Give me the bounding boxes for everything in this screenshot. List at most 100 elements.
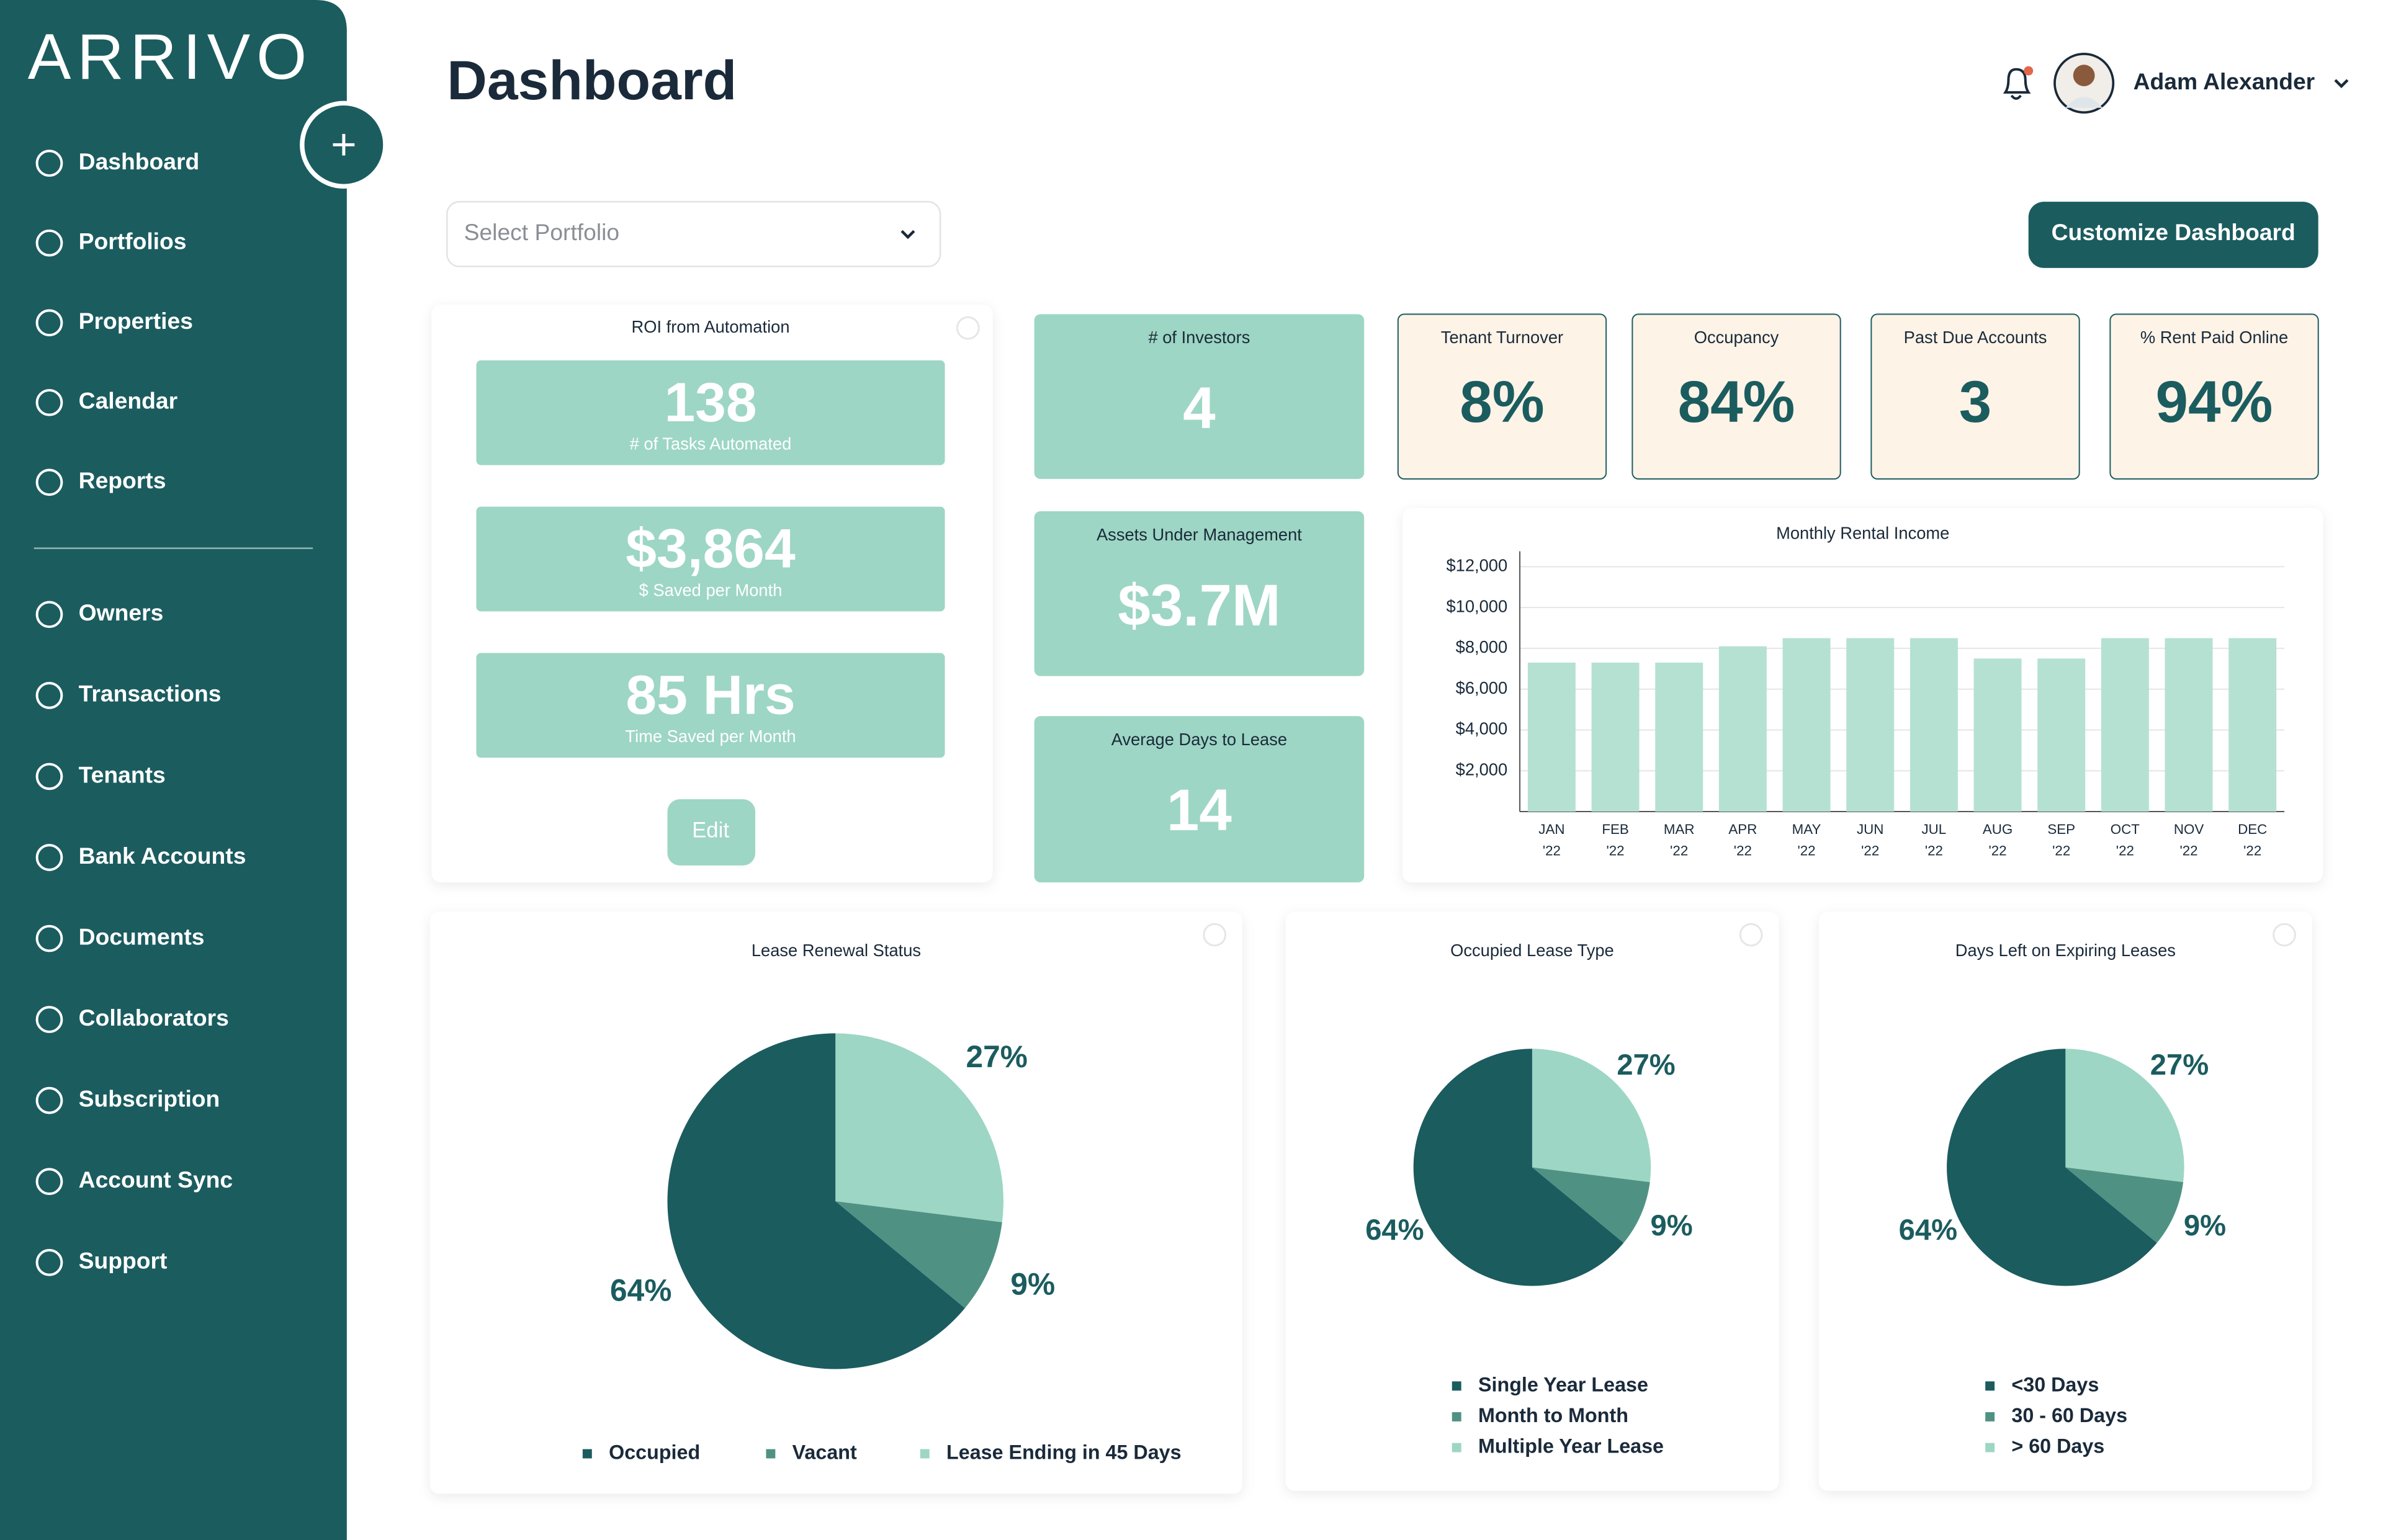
user-menu-chevron[interactable] xyxy=(2334,79,2349,89)
x-tick-label: NOV '22 xyxy=(2174,821,2204,859)
nav-item[interactable]: Tenants xyxy=(79,761,166,787)
pie-slice xyxy=(1532,1167,1650,1243)
x-tick-label: JUL '22 xyxy=(1922,821,1947,859)
legend-label: Occupied xyxy=(609,1441,700,1464)
bar xyxy=(2228,638,2277,812)
kpi-label: Tenant Turnover xyxy=(1441,328,1563,347)
bar xyxy=(1718,646,1767,812)
avatar[interactable] xyxy=(2053,53,2115,114)
bar xyxy=(1973,658,2022,812)
nav-icon xyxy=(35,229,63,257)
kpi-label: Average Days to Lease xyxy=(1111,730,1287,749)
nav-item[interactable]: Portfolios xyxy=(79,228,187,254)
notification-bell[interactable] xyxy=(2003,66,2034,100)
legend-swatch xyxy=(1452,1412,1461,1421)
nav-item[interactable]: Dashboard xyxy=(79,148,200,174)
bar xyxy=(1591,662,1640,812)
legend-label: 30 - 60 Days xyxy=(2011,1404,2127,1426)
pie-slice xyxy=(835,1201,1002,1309)
y-tick-label: $6,000 xyxy=(1456,678,1508,697)
kpi-label: Assets Under Management xyxy=(1097,525,1302,544)
nav-icon xyxy=(35,763,63,790)
pie-label: 27% xyxy=(2150,1048,2209,1081)
nav-icon xyxy=(35,844,63,871)
kpi-card xyxy=(1034,314,1365,479)
nav-item[interactable]: Reports xyxy=(79,467,166,493)
nav-icon xyxy=(35,1086,63,1114)
kpi-card xyxy=(1870,313,2080,480)
x-tick-label: AUG '22 xyxy=(1983,821,2013,859)
bar xyxy=(1527,662,1576,812)
kpi-value: $3.7M xyxy=(1118,573,1280,638)
legend-swatch xyxy=(1452,1381,1461,1391)
roi-value: 85 Hrs xyxy=(626,663,795,725)
sidebar xyxy=(0,0,347,1540)
nav-item[interactable]: Account Sync xyxy=(79,1166,233,1193)
roi-label: $ Saved per Month xyxy=(639,580,783,599)
kpi-label: Occupancy xyxy=(1694,328,1779,347)
info-icon[interactable] xyxy=(2273,923,2296,947)
edit-label[interactable]: Edit xyxy=(692,818,729,842)
chart-title: Occupied Lease Type xyxy=(1450,941,1614,960)
nav-item[interactable]: Bank Accounts xyxy=(79,843,246,869)
roi-tile xyxy=(476,506,945,612)
x-tick-label: APR '22 xyxy=(1728,821,1757,859)
page-title: Dashboard xyxy=(447,49,737,111)
roi-value: 138 xyxy=(664,371,756,433)
bar xyxy=(1846,638,1895,812)
info-icon[interactable] xyxy=(956,316,980,340)
nav-item[interactable]: Properties xyxy=(79,308,193,334)
nav-item[interactable]: Documents xyxy=(79,923,205,949)
kpi-value: 14 xyxy=(1167,777,1232,843)
chart-title: Days Left on Expiring Leases xyxy=(1955,941,2176,960)
x-tick-label: JAN '22 xyxy=(1538,821,1564,859)
customize-button[interactable] xyxy=(2028,202,2318,268)
chart-title: Lease Renewal Status xyxy=(752,941,921,960)
x-tick-label: OCT '22 xyxy=(2111,821,2140,859)
kpi-value: 8% xyxy=(1460,369,1544,434)
roi-label: Time Saved per Month xyxy=(625,727,796,746)
nav-item[interactable]: Collaborators xyxy=(79,1005,229,1031)
bar xyxy=(1782,638,1831,812)
x-tick-label: MAY '22 xyxy=(1792,821,1821,859)
pie-label: 9% xyxy=(1010,1267,1055,1302)
legend-swatch xyxy=(582,1449,592,1459)
nav-item[interactable]: Owners xyxy=(79,599,164,625)
legend-label: Month to Month xyxy=(1478,1404,1628,1426)
portfolio-select[interactable] xyxy=(446,200,941,267)
bar xyxy=(1655,662,1703,812)
nav-item[interactable]: Subscription xyxy=(79,1085,220,1111)
select-placeholder[interactable]: Select Portfolio xyxy=(464,219,620,245)
legend-swatch xyxy=(1985,1412,1995,1421)
info-icon[interactable] xyxy=(1203,923,1227,947)
info-icon[interactable] xyxy=(1739,923,1763,947)
roi-tile xyxy=(476,653,945,758)
add-button[interactable] xyxy=(300,101,388,189)
nav-icon xyxy=(35,924,63,952)
nav-icon xyxy=(35,1006,63,1033)
x-tick-label: MAR '22 xyxy=(1664,821,1695,859)
legend-label: > 60 Days xyxy=(2011,1435,2104,1457)
y-tick-label: $2,000 xyxy=(1456,759,1508,779)
nav-item[interactable]: Transactions xyxy=(79,681,222,707)
kpi-value: 4 xyxy=(1183,375,1216,441)
nav-item[interactable]: Calendar xyxy=(79,388,177,414)
kpi-card xyxy=(1034,511,1365,676)
kpi-label: # of Investors xyxy=(1148,328,1250,347)
legend-label: Vacant xyxy=(792,1441,857,1464)
edit-button[interactable] xyxy=(667,799,756,866)
pie-label: 64% xyxy=(1899,1213,1957,1246)
legend-swatch xyxy=(1452,1443,1461,1453)
pie-label: 9% xyxy=(2184,1209,2226,1242)
nav-item[interactable]: Support xyxy=(79,1248,168,1274)
legend-swatch xyxy=(920,1449,930,1459)
nav-icon xyxy=(35,601,63,629)
kpi-card xyxy=(1034,716,1365,883)
nav-icon xyxy=(35,1248,63,1276)
pie-label: 64% xyxy=(1365,1213,1424,1246)
roi-value: $3,864 xyxy=(626,517,796,580)
x-tick-label: FEB '22 xyxy=(1602,821,1628,859)
button-label[interactable]: Customize Dashboard xyxy=(2052,219,2295,245)
user-name[interactable]: Adam Alexander xyxy=(2134,68,2315,94)
